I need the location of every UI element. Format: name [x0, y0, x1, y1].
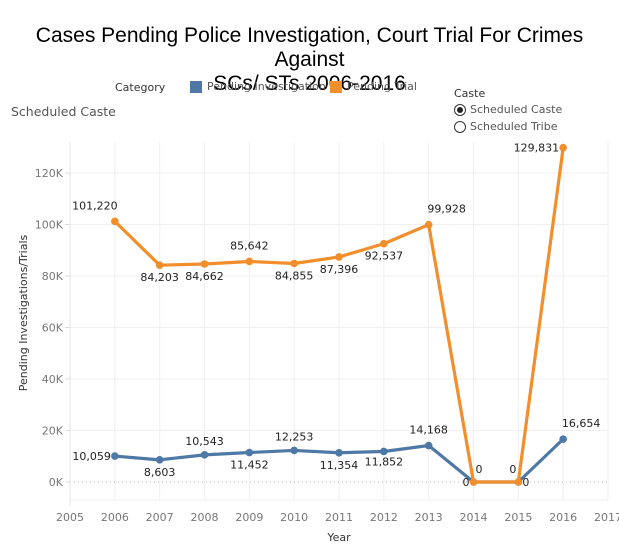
- data-point: [200, 451, 209, 459]
- data-label: 12,253: [275, 430, 314, 443]
- data-label: 84,662: [185, 270, 224, 283]
- data-label: 8,603: [144, 466, 176, 479]
- data-label: 0: [476, 463, 483, 476]
- x-tick-label: 2010: [280, 511, 308, 524]
- data-point: [514, 478, 523, 486]
- x-tick-label: 2012: [370, 511, 398, 524]
- data-label: 84,203: [140, 271, 179, 284]
- data-point: [335, 448, 343, 457]
- data-label: 99,928: [427, 203, 466, 216]
- data-label: 129,831: [514, 142, 560, 155]
- y-tick-label: 100K: [35, 219, 64, 232]
- data-point: [424, 220, 433, 229]
- radio-selected-icon[interactable]: [454, 103, 466, 116]
- chart-title-line-2: SCs/ STs 2006-2016: [213, 72, 406, 95]
- data-label: 14,168: [409, 424, 448, 437]
- x-tick-label: 2014: [460, 511, 488, 524]
- chart-title-line-1: Cases Pending Police Investigation, Cour…: [35, 24, 584, 71]
- legend-label: Pending Trial: [347, 80, 417, 93]
- data-label: 11,852: [365, 455, 404, 468]
- y-tick-label: 20K: [42, 425, 64, 438]
- data-point: [559, 143, 567, 152]
- radio-label: Scheduled Caste: [470, 103, 563, 116]
- legend-label: Pending Investigation: [207, 80, 326, 93]
- x-tick-label: 2013: [415, 511, 443, 524]
- data-point: [559, 435, 567, 443]
- y-axis-label: Pending Investigations/Trials: [17, 234, 30, 391]
- legend-item-pending-investigation[interactable]: Pending Investigation: [190, 80, 326, 93]
- legend-title: Category: [115, 81, 166, 94]
- y-tick-label: 40K: [42, 373, 64, 386]
- data-point: [424, 441, 433, 450]
- x-tick-label: 2016: [549, 511, 577, 524]
- x-tick-label: 2005: [56, 511, 84, 524]
- data-label: 10,543: [185, 435, 224, 448]
- data-point: [155, 261, 164, 269]
- radio-unselected-icon[interactable]: [454, 120, 466, 133]
- data-point: [245, 448, 254, 457]
- data-label: 0: [522, 476, 529, 489]
- x-tick-label: 2015: [504, 511, 532, 524]
- data-label: 0: [509, 463, 516, 476]
- x-tick-label: 2009: [235, 511, 263, 524]
- x-tick-label: 2006: [101, 511, 129, 524]
- y-tick-label: 60K: [42, 322, 64, 335]
- data-label: 85,642: [230, 239, 269, 252]
- caste-filter-title: Caste: [454, 87, 486, 100]
- data-label: 11,452: [230, 459, 269, 472]
- legend-swatch-pending-trial: [330, 80, 342, 93]
- data-point: [469, 478, 478, 486]
- data-point: [514, 478, 523, 486]
- y-tick-label: 120K: [35, 167, 64, 180]
- data-point: [335, 253, 343, 261]
- data-labels: 10,059 8,603 10,543 11,452 12,253 11,354 11,85…: [72, 142, 600, 489]
- data-point: [290, 259, 298, 268]
- data-label: 11,354: [320, 459, 359, 472]
- data-point: [155, 456, 164, 464]
- radio-label: Scheduled Tribe: [470, 120, 558, 133]
- y-tick-label: 80K: [42, 270, 64, 283]
- series-lines: [111, 143, 567, 486]
- data-label: 87,396: [320, 263, 359, 276]
- data-label: 10,059: [72, 450, 111, 463]
- x-tick-label: 2011: [325, 511, 353, 524]
- series-line-pending-trial: [113, 146, 565, 484]
- data-point: [469, 478, 478, 486]
- data-point: [380, 239, 388, 248]
- x-tick-label: 2017: [594, 511, 619, 524]
- data-point: [245, 257, 254, 266]
- legend-item-pending-trial[interactable]: Pending Trial: [330, 80, 417, 93]
- caste-option-scheduled-tribe[interactable]: Scheduled Tribe: [454, 120, 557, 133]
- data-point: [200, 260, 209, 268]
- data-point: [290, 446, 298, 455]
- y-tick-label: 0K: [49, 476, 64, 489]
- data-label: 0: [463, 476, 470, 489]
- data-point: [111, 217, 119, 226]
- data-label: 16,654: [562, 417, 601, 430]
- chart-title: Cases Pending Police Investigation, Cour…: [0, 24, 619, 96]
- x-axis-label: Year: [326, 531, 351, 544]
- x-tick-label: 2007: [146, 511, 174, 524]
- data-label: 84,855: [275, 269, 314, 282]
- legend-swatch-pending-investigation: [190, 80, 202, 93]
- data-label: 101,220: [72, 199, 118, 212]
- series-line-pending-investigation: [113, 437, 565, 484]
- gridlines: [69, 142, 609, 500]
- data-point: [380, 447, 388, 456]
- caste-option-scheduled-caste[interactable]: Scheduled Caste: [454, 103, 562, 116]
- axes: 2005 2006 2007 2008 2009 2010 2011 2012 2013 2014…: [35, 142, 619, 524]
- data-label: 92,537: [365, 250, 404, 263]
- data-point: [111, 452, 119, 460]
- sheet-subtitle: Scheduled Caste: [11, 104, 116, 119]
- x-tick-label: 2008: [191, 511, 219, 524]
